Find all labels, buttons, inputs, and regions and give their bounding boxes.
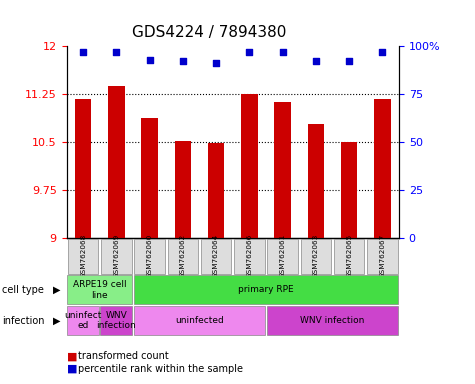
Text: GSM762066: GSM762066 <box>247 234 252 278</box>
FancyBboxPatch shape <box>367 239 398 274</box>
Bar <box>241 94 257 238</box>
Point <box>113 49 120 55</box>
Text: percentile rank within the sample: percentile rank within the sample <box>78 364 243 374</box>
Point <box>246 49 253 55</box>
Bar <box>175 141 191 238</box>
Text: WNV infection: WNV infection <box>300 316 365 325</box>
Text: primary RPE: primary RPE <box>238 285 294 295</box>
Text: GSM762063: GSM762063 <box>313 234 319 278</box>
Bar <box>308 124 324 238</box>
Text: GSM762068: GSM762068 <box>80 234 86 278</box>
Bar <box>142 118 158 238</box>
Text: infection: infection <box>2 316 45 326</box>
FancyBboxPatch shape <box>334 239 364 274</box>
FancyBboxPatch shape <box>234 239 265 274</box>
Text: ARPE19 cell
line: ARPE19 cell line <box>73 280 126 300</box>
Text: transformed count: transformed count <box>78 351 169 361</box>
FancyBboxPatch shape <box>267 239 298 274</box>
Text: WNV
infection: WNV infection <box>96 311 136 330</box>
Text: GSM762061: GSM762061 <box>280 234 285 278</box>
Text: ▶: ▶ <box>53 285 61 295</box>
FancyBboxPatch shape <box>67 275 133 305</box>
Text: ■: ■ <box>66 351 77 361</box>
FancyBboxPatch shape <box>133 275 399 305</box>
FancyBboxPatch shape <box>134 239 165 274</box>
FancyBboxPatch shape <box>101 239 132 274</box>
Text: GSM762065: GSM762065 <box>346 234 352 278</box>
FancyBboxPatch shape <box>68 239 98 274</box>
Text: GSM762060: GSM762060 <box>147 234 152 278</box>
Bar <box>208 143 224 238</box>
FancyBboxPatch shape <box>266 306 399 335</box>
FancyBboxPatch shape <box>67 306 99 335</box>
FancyBboxPatch shape <box>201 239 231 274</box>
Text: GSM762067: GSM762067 <box>380 234 385 278</box>
Bar <box>75 99 91 238</box>
FancyBboxPatch shape <box>301 239 331 274</box>
Text: cell type: cell type <box>2 285 44 295</box>
Point <box>312 58 320 65</box>
Text: ▶: ▶ <box>53 316 61 326</box>
Text: GSM762062: GSM762062 <box>180 234 186 278</box>
Text: ■: ■ <box>66 364 77 374</box>
Point <box>379 49 386 55</box>
FancyBboxPatch shape <box>100 306 133 335</box>
Point <box>179 58 187 65</box>
Text: GSM762069: GSM762069 <box>114 234 119 278</box>
Text: uninfect
ed: uninfect ed <box>65 311 102 330</box>
Bar <box>108 86 124 238</box>
Point <box>279 49 286 55</box>
Text: uninfected: uninfected <box>175 316 224 325</box>
Text: GDS4224 / 7894380: GDS4224 / 7894380 <box>132 25 286 40</box>
Point <box>146 56 153 63</box>
Point <box>212 60 220 66</box>
FancyBboxPatch shape <box>168 239 198 274</box>
FancyBboxPatch shape <box>133 306 266 335</box>
Point <box>345 58 353 65</box>
Bar <box>374 99 390 238</box>
Point <box>79 49 87 55</box>
Bar <box>275 103 291 238</box>
Text: GSM762064: GSM762064 <box>213 234 219 278</box>
Bar <box>341 142 357 238</box>
